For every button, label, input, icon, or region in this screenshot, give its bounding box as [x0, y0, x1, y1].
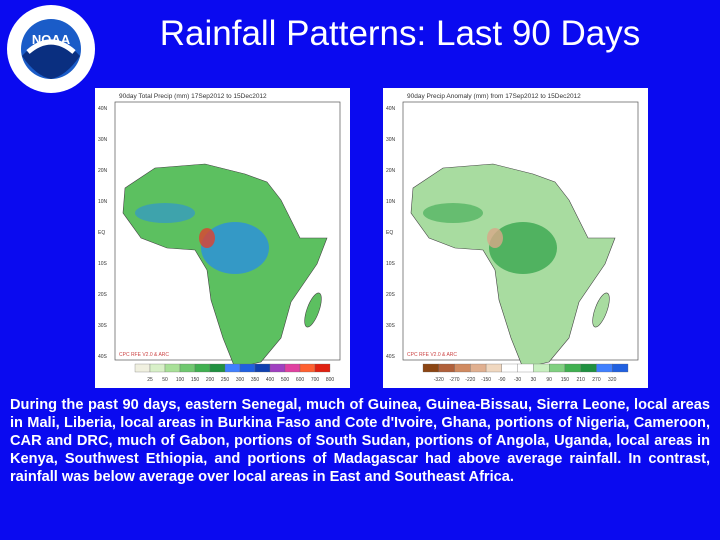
map-panel: 90day Total Precip (mm) 17Sep2012 to 15D…: [95, 88, 350, 388]
legend-swatch: [564, 363, 581, 373]
legend-label: -90: [498, 377, 505, 383]
madagascar: [592, 292, 610, 328]
legend-swatch: [438, 363, 455, 373]
legend-label: 350: [251, 377, 260, 383]
map-title: 90day Total Precip (mm) 17Sep2012 to 15D…: [119, 93, 267, 100]
maps: 90day Total Precip (mm) 17Sep2012 to 15D…: [95, 88, 648, 388]
lat-label: 30N: [386, 137, 396, 143]
legend-swatch: [254, 363, 271, 373]
legend-label: 320: [608, 377, 617, 383]
legend-label: 270: [592, 377, 601, 383]
legend-swatch: [134, 363, 151, 373]
legend-label: 700: [311, 377, 320, 383]
wet-region: [135, 203, 195, 223]
legend-label: 30: [531, 377, 537, 383]
legend-label: 210: [577, 377, 586, 383]
legend-swatch: [612, 363, 629, 373]
legend-label: -220: [465, 377, 475, 383]
legend-label: -30: [514, 377, 521, 383]
legend-swatch: [580, 363, 597, 373]
legend-swatch: [501, 363, 518, 373]
lat-label: 40N: [386, 106, 396, 112]
legend-swatch: [470, 363, 487, 373]
lat-label: 10S: [386, 261, 396, 267]
legend-swatch: [533, 363, 550, 373]
legend-swatch: [596, 363, 613, 373]
legend-swatch: [454, 363, 471, 373]
legend-label: 250: [221, 377, 230, 383]
wet-region: [423, 203, 483, 223]
legend-label: 90: [546, 377, 552, 383]
lat-label: 20N: [98, 168, 108, 174]
lat-label: 20S: [98, 292, 108, 298]
legend-label: 600: [296, 377, 305, 383]
legend-swatch: [299, 363, 316, 373]
legend-label: -270: [450, 377, 460, 383]
lat-label: 40N: [98, 106, 108, 112]
lat-label: 10S: [98, 261, 108, 267]
legend-swatch: [422, 363, 439, 373]
legend-swatch: [179, 363, 196, 373]
slide-title: Rainfall Patterns: Last 90 Days: [159, 14, 641, 53]
logo-wave: [22, 40, 80, 79]
legend-label: 50: [162, 377, 168, 383]
madagascar: [304, 292, 322, 328]
legend-label: 400: [266, 377, 275, 383]
lat-label: 30N: [98, 137, 108, 143]
lat-label: EQ: [386, 230, 393, 236]
legend-swatch: [314, 363, 331, 373]
legend-swatch: [149, 363, 166, 373]
accent-region: [199, 228, 215, 248]
map-panel: 90day Precip Anomaly (mm) from 17Sep2012…: [383, 88, 648, 388]
legend-swatch: [239, 363, 256, 373]
lat-label: 10N: [98, 199, 108, 205]
legend-label: 300: [236, 377, 245, 383]
accent-region: [487, 228, 503, 248]
legend-label: 200: [206, 377, 215, 383]
lat-label: 30S: [386, 323, 396, 329]
lat-label: 20S: [386, 292, 396, 298]
lat-label: EQ: [98, 230, 105, 236]
lat-label: 40S: [386, 354, 396, 360]
noaa-logo: NOAA: [7, 5, 95, 93]
wet-region: [489, 222, 557, 274]
legend-label: 500: [281, 377, 290, 383]
legend-label: -320: [434, 377, 444, 383]
map-source: CPC RFE V2.0 & ARC: [407, 352, 457, 358]
legend-swatch: [269, 363, 286, 373]
lat-label: 10N: [386, 199, 396, 205]
legend-swatch: [194, 363, 211, 373]
logo-text: NOAA: [32, 32, 71, 47]
map-source: CPC RFE V2.0 & ARC: [119, 352, 169, 358]
map-frame: [114, 101, 341, 361]
legend-swatch: [164, 363, 181, 373]
lat-label: 20N: [386, 168, 396, 174]
legend-swatch: [209, 363, 226, 373]
legend-label: -150: [481, 377, 491, 383]
legend-label: 100: [176, 377, 185, 383]
legend-swatch: [517, 363, 534, 373]
lat-label: 40S: [98, 354, 108, 360]
logo-gull: [26, 39, 76, 54]
legend-label: 150: [561, 377, 570, 383]
body-text: During the past 90 days, eastern Senegal…: [10, 397, 710, 485]
legend-label: 150: [191, 377, 200, 383]
legend-swatch: [224, 363, 241, 373]
map-title: 90day Precip Anomaly (mm) from 17Sep2012…: [407, 93, 581, 100]
legend-swatch: [485, 363, 502, 373]
legend-swatch: [549, 363, 566, 373]
lat-label: 30S: [98, 323, 108, 329]
wet-region: [201, 222, 269, 274]
legend-label: 800: [326, 377, 335, 383]
legend-label: 25: [147, 377, 153, 383]
legend-swatch: [284, 363, 301, 373]
